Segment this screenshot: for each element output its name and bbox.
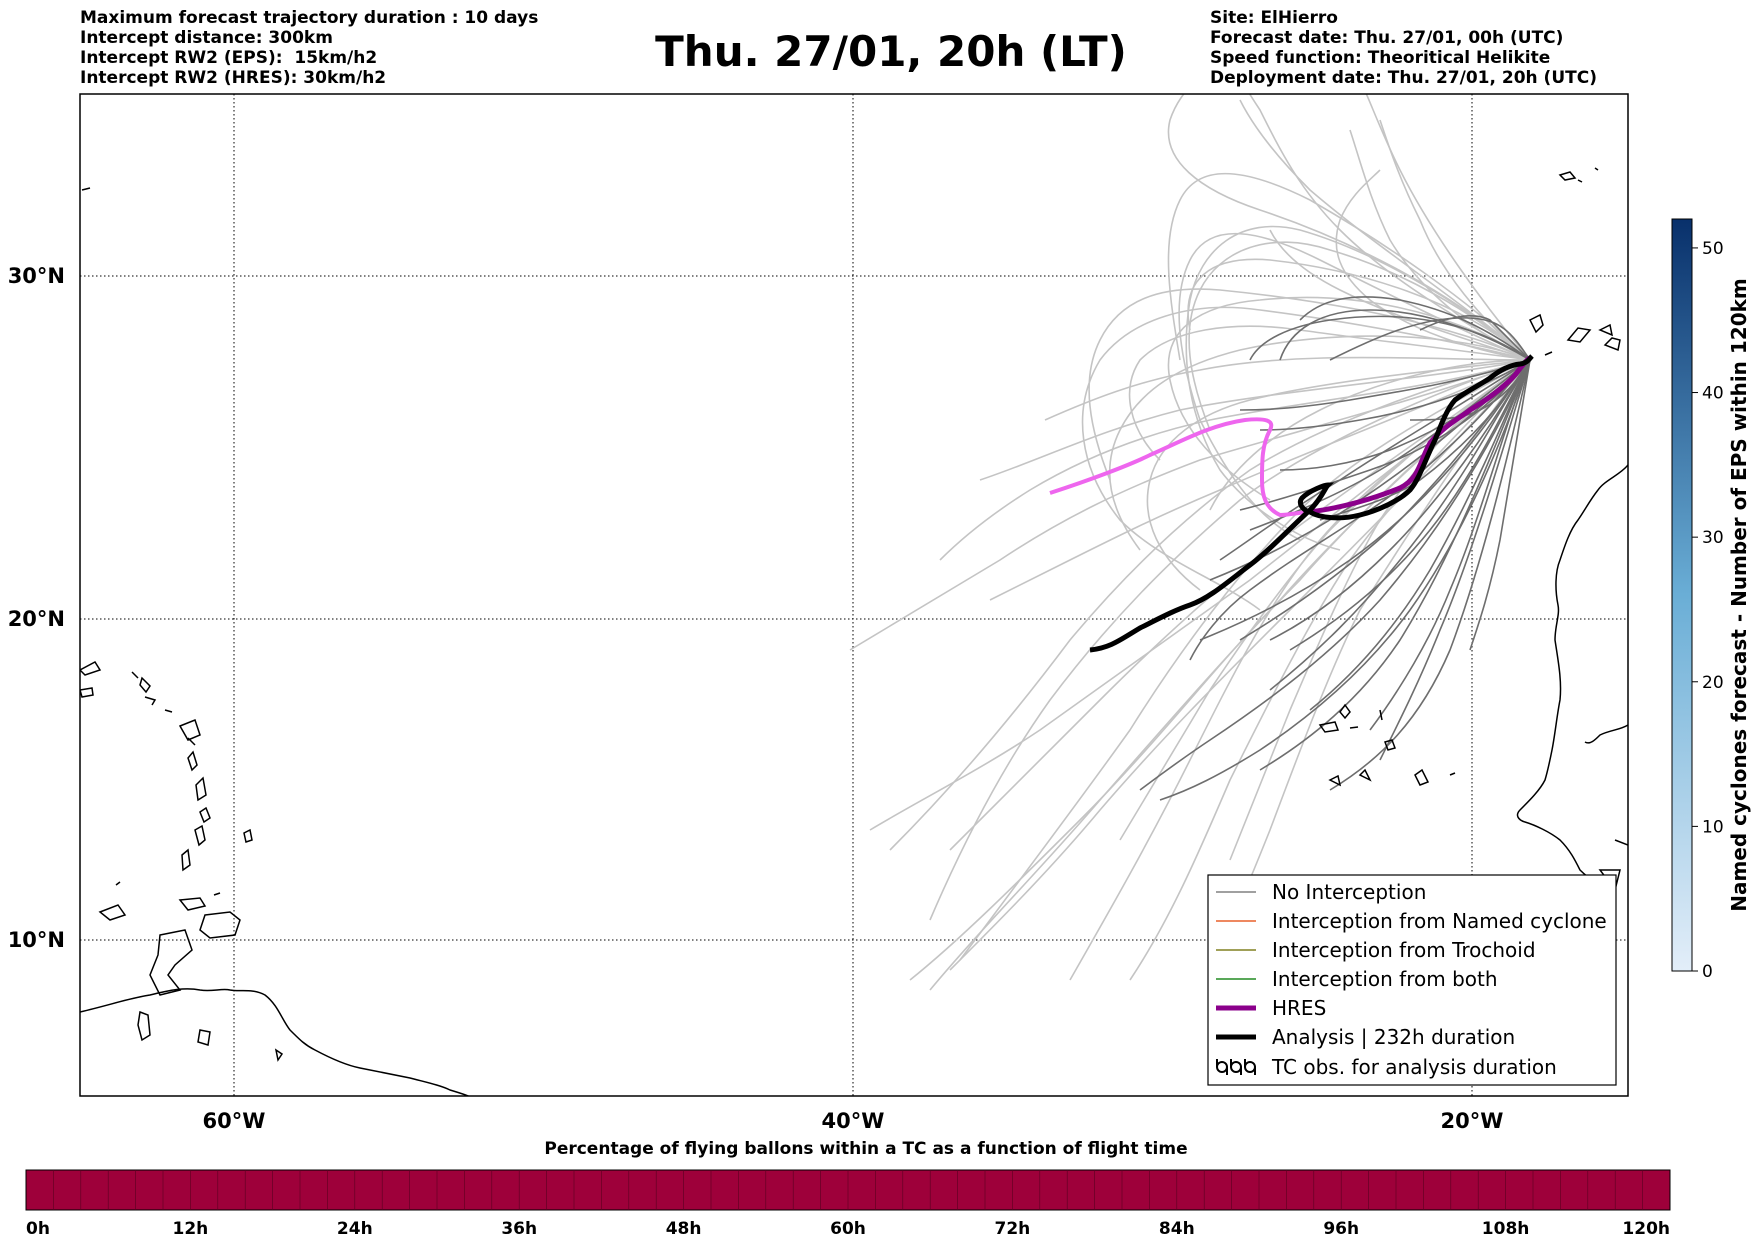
legend-item-trochoid: Interception from Trochoid bbox=[1216, 938, 1536, 962]
legend-label: Interception from Trochoid bbox=[1272, 938, 1536, 962]
header-left-line: Intercept RW2 (EPS): 15km/h2 bbox=[80, 48, 378, 68]
colorbar-tick-label: 40 bbox=[1702, 384, 1724, 404]
flight-time-bar-tick-label: 36h bbox=[501, 1219, 537, 1239]
colorbar-tick-label: 20 bbox=[1702, 673, 1724, 693]
legend-label: Interception from both bbox=[1272, 967, 1498, 991]
colorbar: 0 10 20 30 40 50 Named cyclones forecast - Nu… bbox=[1671, 218, 1751, 982]
legend-item-hres: HRES bbox=[1216, 996, 1326, 1020]
header-right-line: Site: ElHierro bbox=[1210, 8, 1338, 28]
lon-label-60w: 60°W bbox=[203, 1109, 266, 1133]
header-right-info: Site: ElHierro Forecast date: Thu. 27/01… bbox=[1210, 8, 1597, 88]
lat-label-10n: 10°N bbox=[8, 928, 65, 952]
legend: No Interception Interception from Named … bbox=[1207, 874, 1617, 1086]
lat-label-20n: 20°N bbox=[8, 607, 65, 631]
header-right-line: Deployment date: Thu. 27/01, 20h (UTC) bbox=[1210, 68, 1597, 88]
legend-item-tc-obs: TC obs. for analysis duration bbox=[1216, 1055, 1557, 1079]
colorbar-tick-label: 50 bbox=[1702, 239, 1724, 259]
colorbar-tick-label: 0 bbox=[1702, 962, 1713, 982]
lon-label-20w: 20°W bbox=[1441, 1109, 1504, 1133]
header-left-line: Intercept RW2 (HRES): 30km/h2 bbox=[80, 68, 387, 88]
flight-time-bar-tick-label: 60h bbox=[830, 1219, 866, 1239]
colorbar-tick-label: 30 bbox=[1702, 528, 1724, 548]
map-border bbox=[79, 93, 1629, 1097]
header-left-line: Maximum forecast trajectory duration : 1… bbox=[80, 8, 539, 28]
hres-trajectory bbox=[1309, 355, 1531, 515]
flight-time-bar-title: Percentage of flying ballons within a TC… bbox=[544, 1139, 1187, 1159]
colorbar-title: Named cyclones forecast - Number of EPS … bbox=[1727, 278, 1751, 912]
legend-label: Analysis | 232h duration bbox=[1272, 1025, 1515, 1049]
lon-label-40w: 40°W bbox=[822, 1109, 885, 1133]
flight-time-bar-tick-label: 72h bbox=[995, 1219, 1031, 1239]
header-right-line: Forecast date: Thu. 27/01, 00h (UTC) bbox=[1210, 28, 1564, 48]
legend-label: TC obs. for analysis duration bbox=[1271, 1055, 1557, 1079]
flight-time-bar-tick-label: 0h bbox=[26, 1219, 50, 1239]
cyclone-symbols-icon bbox=[1216, 1059, 1256, 1075]
header-left-info: Maximum forecast trajectory duration : 1… bbox=[80, 8, 538, 88]
legend-label: No Interception bbox=[1272, 880, 1426, 904]
hres-extension-trajectory bbox=[1049, 417, 1311, 518]
flight-time-bar-tick-label: 12h bbox=[173, 1219, 209, 1239]
flight-time-bar-segments bbox=[53, 1170, 1643, 1210]
flight-time-bar-tick-label: 96h bbox=[1323, 1219, 1359, 1239]
page-title: Thu. 27/01, 20h (LT) bbox=[655, 27, 1127, 76]
legend-item-both: Interception from both bbox=[1216, 967, 1498, 991]
flight-time-bar-tick-label: 48h bbox=[666, 1219, 702, 1239]
legend-item-analysis: Analysis | 232h duration bbox=[1216, 1025, 1515, 1049]
graticule bbox=[80, 94, 1628, 1096]
colorbar-tick-label: 10 bbox=[1702, 817, 1724, 837]
header-left-line: Intercept distance: 300km bbox=[80, 28, 333, 48]
flight-time-bar-tick-label: 84h bbox=[1159, 1219, 1195, 1239]
legend-box bbox=[1207, 874, 1617, 1086]
colorbar-gradient bbox=[1671, 218, 1693, 972]
coastlines bbox=[80, 167, 1628, 1096]
colorbar-ticks: 0 10 20 30 40 50 bbox=[1692, 239, 1724, 982]
analysis-trajectory bbox=[1089, 354, 1534, 653]
legend-item-no-interception: No Interception bbox=[1216, 880, 1426, 904]
legend-item-named-cyclone: Interception from Named cyclone bbox=[1216, 909, 1607, 933]
flight-time-bar-tick-label: 120h bbox=[1622, 1219, 1670, 1239]
lat-label-30n: 30°N bbox=[8, 264, 65, 288]
flight-time-bar-tick-label: 108h bbox=[1482, 1219, 1530, 1239]
flight-time-bar-tick-label: 24h bbox=[337, 1219, 373, 1239]
flight-time-bar: Percentage of flying ballons within a TC… bbox=[25, 1139, 1671, 1239]
legend-label: Interception from Named cyclone bbox=[1272, 909, 1607, 933]
flight-time-bar-ticks: 0h 12h 24h 36h 48h 60h 72h 84h 96h 108h 120h bbox=[26, 1219, 1670, 1239]
header-right-line: Speed function: Theoritical Helikite bbox=[1210, 48, 1551, 68]
legend-label: HRES bbox=[1272, 996, 1326, 1020]
